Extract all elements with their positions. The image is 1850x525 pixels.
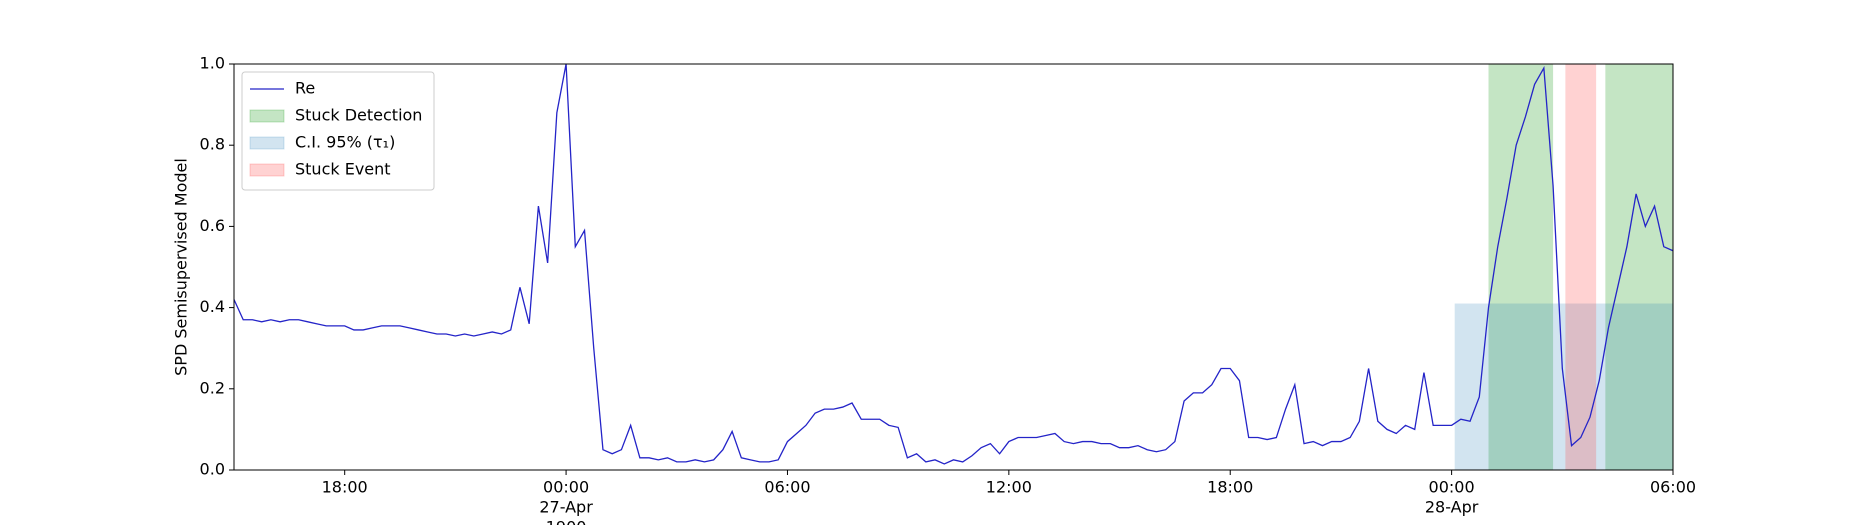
legend-label: C.I. 95% (τ₁)	[295, 133, 395, 152]
y-tick-label: 0.6	[200, 216, 225, 235]
x-tick-label: 00:00	[543, 478, 589, 497]
legend-box	[241, 71, 435, 191]
legend-patch	[249, 136, 285, 150]
y-tick-label: 0.0	[200, 460, 225, 479]
x-tick-label: 06:00	[764, 478, 810, 497]
y-tick-label: 0.4	[200, 297, 225, 316]
y-tick-label: 0.8	[200, 135, 225, 154]
x-tick-label: 00:00	[1429, 478, 1475, 497]
line-series	[233, 63, 1674, 465]
legend-label: Stuck Event	[295, 160, 391, 179]
x-tick-label: 06:00	[1650, 478, 1696, 497]
x-date-label: 27-Apr	[539, 498, 593, 517]
plot-frame	[233, 63, 1674, 471]
x-tick-label: 18:00	[1207, 478, 1253, 497]
span-region	[1565, 64, 1597, 470]
y-tick-label: 0.2	[200, 378, 225, 397]
legend-patch	[249, 163, 285, 177]
y-tick-label: 1.0	[200, 54, 225, 73]
span-region	[1605, 64, 1673, 470]
x-tick-label: 18:00	[322, 478, 368, 497]
x-year-label: 1900	[546, 518, 587, 525]
x-date-label: 28-Apr	[1425, 498, 1479, 517]
legend-label: Re	[295, 79, 315, 98]
x-tick-label: 12:00	[986, 478, 1032, 497]
y-axis-label: SPD Semisupervised Model	[172, 158, 191, 376]
legend-label: Stuck Detection	[295, 106, 422, 125]
legend-patch	[249, 109, 285, 123]
